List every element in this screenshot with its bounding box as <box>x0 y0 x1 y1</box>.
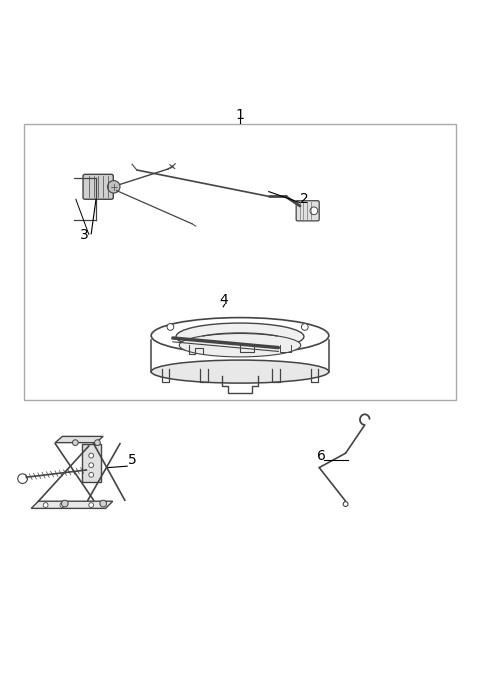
FancyBboxPatch shape <box>83 174 113 200</box>
Circle shape <box>301 323 308 330</box>
Circle shape <box>108 181 120 193</box>
Circle shape <box>60 503 65 507</box>
Text: 4: 4 <box>219 293 228 307</box>
Polygon shape <box>31 501 113 508</box>
Ellipse shape <box>176 323 304 350</box>
Text: 6: 6 <box>317 449 326 463</box>
Circle shape <box>89 473 94 477</box>
Circle shape <box>43 503 48 507</box>
Circle shape <box>95 440 100 445</box>
Bar <box>24 125 456 400</box>
Text: 2: 2 <box>300 192 309 206</box>
Text: 1: 1 <box>236 108 244 122</box>
Ellipse shape <box>151 318 329 354</box>
Text: 5: 5 <box>128 454 136 468</box>
Circle shape <box>343 502 348 507</box>
Text: 3: 3 <box>80 228 88 241</box>
Bar <box>82 444 101 482</box>
Ellipse shape <box>179 333 301 357</box>
Polygon shape <box>55 436 103 442</box>
Circle shape <box>61 500 68 507</box>
Circle shape <box>18 474 27 484</box>
FancyBboxPatch shape <box>296 201 319 221</box>
Circle shape <box>89 503 94 507</box>
Circle shape <box>89 453 94 458</box>
Circle shape <box>72 440 78 445</box>
Circle shape <box>167 323 174 330</box>
Circle shape <box>100 500 107 507</box>
Circle shape <box>310 207 318 215</box>
Circle shape <box>89 463 94 468</box>
Ellipse shape <box>151 360 329 383</box>
